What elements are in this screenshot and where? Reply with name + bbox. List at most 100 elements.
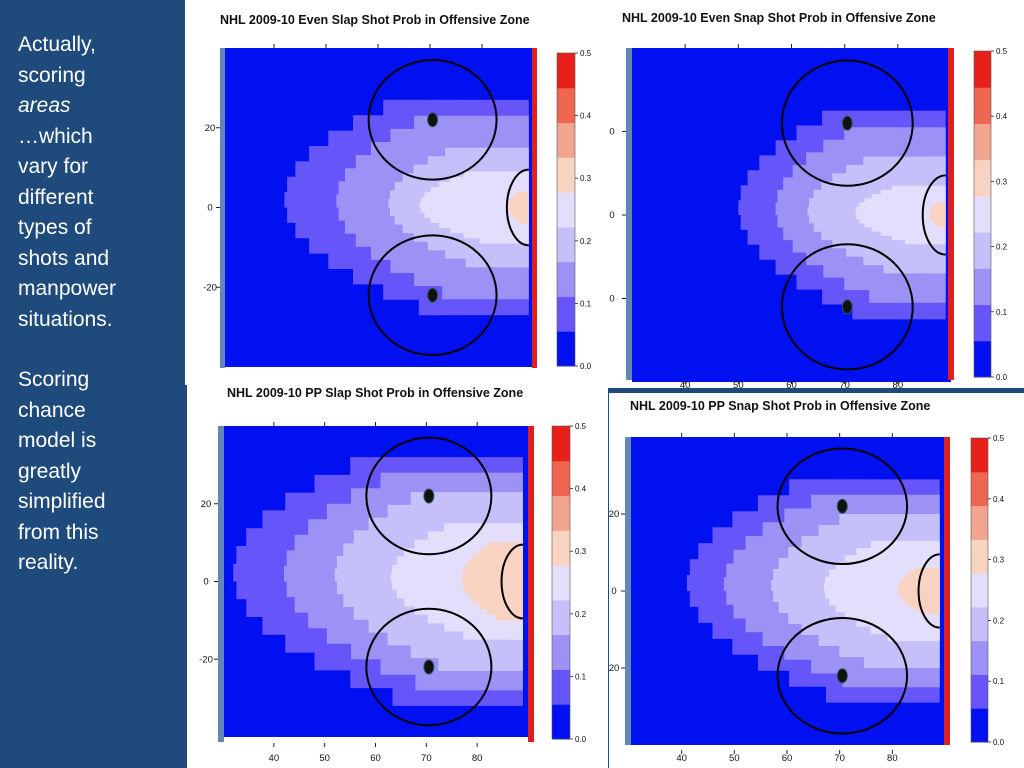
- faceoff-circle: [365, 607, 493, 727]
- slide-text-line: areas: [18, 94, 71, 117]
- colorbar-bin: [552, 599, 570, 636]
- faceoff-dot: [841, 115, 853, 131]
- y-tick-label: 20: [609, 663, 619, 674]
- colorbar-tick-label: 0.5: [580, 49, 592, 58]
- colorbar-bin: [552, 495, 570, 531]
- text-block-2: Scoring chance model is greatly simplified fr…: [18, 365, 178, 579]
- faceoff-dot: [836, 668, 848, 684]
- colorbar-tick-label: 0.3: [575, 547, 587, 556]
- boards-line: [626, 48, 632, 380]
- colorbar-tick-label: 0.2: [993, 616, 1005, 625]
- colorbar-bin: [971, 505, 988, 540]
- colorbar-bin: [552, 426, 570, 462]
- faceoff-circle: [780, 59, 914, 187]
- contour-band-0.25: [508, 191, 529, 224]
- faceoff-circle: [776, 447, 909, 566]
- colorbar-tick-label: 0.3: [580, 174, 592, 183]
- colorbar-bin: [552, 530, 570, 566]
- chart-svg: NHL 2009-10 PP Snap Shot Prob in Offensi…: [609, 399, 1005, 764]
- colorbar-bin: [974, 268, 991, 306]
- contour-band-0.2: [823, 540, 940, 642]
- paragraph-gap: [18, 335, 178, 365]
- colorbar-bin: [971, 438, 988, 473]
- y-tick-label: 0: [609, 294, 614, 305]
- y-tick-label: 0: [203, 577, 208, 588]
- y-tick-label: 20: [609, 509, 619, 520]
- colorbar-bin: [974, 123, 991, 161]
- colorbar-bin: [971, 674, 988, 709]
- y-tick-label: 0: [207, 203, 212, 214]
- colorbar-tick-label: 0.0: [575, 735, 587, 744]
- chart-title: NHL 2009-10 Even Slap Shot Prob in Offen…: [220, 13, 530, 27]
- x-tick-label: 40: [680, 380, 691, 388]
- contour-band-0.2: [855, 185, 946, 245]
- slide-text-line: scoring: [18, 63, 86, 87]
- chart-svg: NHL 2009-10 Even Snap Shot Prob in Offen…: [609, 11, 1008, 388]
- text-block-1: Actually, scoring areas …which vary for diffe…: [18, 30, 178, 335]
- colorbar-bin: [557, 296, 575, 332]
- colorbar-tick-label: 0.2: [580, 237, 592, 246]
- goal-crease: [500, 543, 523, 620]
- colorbar-bin: [971, 708, 988, 743]
- x-tick-label: 60: [782, 753, 793, 764]
- goal-line: [944, 437, 950, 745]
- colorbar-tick-label: 0.1: [575, 672, 587, 681]
- y-tick-label: 0: [609, 210, 614, 221]
- colorbar-tick-label: 0.2: [575, 610, 587, 619]
- colorbar-bin: [552, 565, 570, 601]
- colorbar-bin: [974, 51, 991, 88]
- colorbar-bin: [971, 606, 988, 642]
- x-tick-label: 50: [319, 753, 330, 764]
- x-tick-label: 40: [676, 753, 687, 764]
- x-tick-label: 70: [834, 753, 845, 764]
- faceoff-circle: [780, 243, 914, 371]
- slide-text-line: shots and: [18, 246, 110, 270]
- colorbar-bin: [974, 195, 991, 233]
- colorbar-bin: [971, 471, 988, 507]
- colorbar-bin: [557, 157, 575, 193]
- boards-line: [218, 426, 224, 742]
- slide-text-line: chance: [18, 398, 86, 422]
- goal-line: [532, 48, 537, 368]
- colorbar-tick-label: 0.5: [996, 47, 1008, 56]
- faceoff-circle: [367, 234, 498, 357]
- colorbar-tick-label: 0.1: [580, 299, 592, 308]
- colorbar-tick-label: 0.0: [996, 373, 1008, 382]
- goal-line: [948, 48, 954, 380]
- colorbar-bin: [557, 261, 575, 297]
- colorbar-bin: [974, 87, 991, 124]
- colorbar-tick-label: 0.5: [993, 434, 1005, 443]
- faceoff-circle: [776, 616, 909, 735]
- colorbar-bin: [552, 704, 570, 740]
- faceoff-circle: [365, 436, 493, 556]
- colorbar-frame: [970, 437, 989, 743]
- faceoff-dot: [423, 659, 435, 675]
- colorbar-bin: [971, 539, 988, 574]
- x-tick-label: 70: [421, 753, 432, 764]
- chart-svg: NHL 2009-10 Even Slap Shot Prob in Offen…: [203, 13, 592, 371]
- contour-band-0.25: [461, 542, 523, 621]
- faceoff-dot: [836, 498, 848, 514]
- contour-band-0.25: [929, 202, 946, 228]
- colorbar-bin: [974, 159, 991, 197]
- chart-title: NHL 2009-10 Even Snap Shot Prob in Offen…: [622, 11, 936, 25]
- x-tick-label: 40: [269, 753, 280, 764]
- y-tick-label: 20: [205, 123, 216, 134]
- colorbar-tick-label: 0.4: [993, 495, 1005, 504]
- slide-text-line: types of: [18, 216, 92, 239]
- colorbar-tick-label: 0.1: [993, 677, 1005, 686]
- chart-title: NHL 2009-10 PP Snap Shot Prob in Offensi…: [630, 399, 930, 413]
- goal-crease: [505, 168, 529, 247]
- boards-line: [220, 48, 225, 368]
- colorbar-bin: [974, 304, 991, 342]
- chart-panel-pp-slap: NHL 2009-10 PP Slap Shot Prob in Offensi…: [187, 380, 608, 768]
- colorbar-bin: [552, 460, 570, 497]
- colorbar-bin: [557, 53, 575, 89]
- y-tick-label: -20: [203, 282, 217, 293]
- faceoff-dot: [841, 299, 853, 315]
- colorbar-tick-label: 0.1: [996, 308, 1008, 317]
- chart-panel-pp-snap: NHL 2009-10 PP Snap Shot Prob in Offensi…: [609, 393, 1024, 768]
- colorbar-bin: [557, 192, 575, 228]
- colorbar-frame: [556, 52, 576, 367]
- y-tick-label: -20: [199, 654, 213, 665]
